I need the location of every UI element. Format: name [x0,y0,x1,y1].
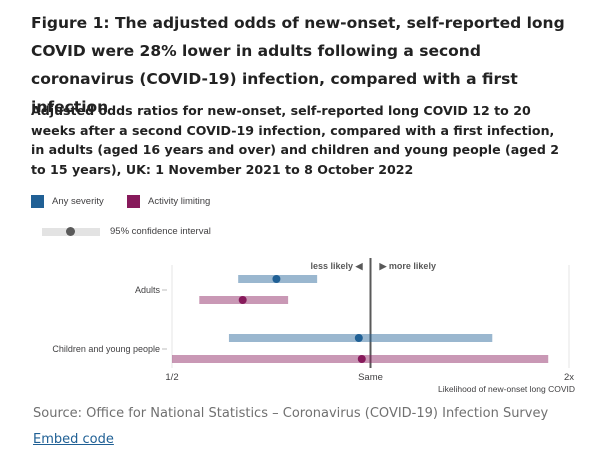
source-note: Source: Office for National Statistics –… [33,406,549,421]
chart-svg: 1/2 Same 2x Adults Children and young people… [52,258,575,394]
x-axis-label: Likelihood of new-onset long COVID [438,384,575,394]
category-label: Children and young people [52,344,160,354]
legend-activity-limiting: Activity limiting [127,195,210,208]
x-tick-label: 1/2 [165,372,178,383]
chart-marks [172,275,549,363]
legend-label-ci: 95% confidence interval [110,226,211,237]
estimate-dot [238,296,247,304]
legend-label-activity-limiting: Activity limiting [148,196,211,207]
annotation-more-likely: ▶ more likely [379,261,436,271]
ci-key-dot [66,226,75,236]
x-tick-label: 2x [564,372,574,383]
figure-subtitle: Adjusted odds ratios for new-onset, self… [31,103,559,177]
estimate-dot [272,275,281,283]
x-tick-label: Same [358,372,383,383]
estimate-dot [354,334,363,342]
legend-confidence-interval: 95% confidence interval [42,226,211,237]
legend-any-severity: Any severity [31,195,104,208]
chart-grid [162,258,570,368]
chart-labels: 1/2 Same 2x Adults Children and young people… [52,261,575,394]
category-label: Adults [135,285,161,295]
legend-swatch-activity-limiting [127,195,140,208]
legend-label-any-severity: Any severity [52,196,104,207]
legend-swatch-any-severity [31,195,44,208]
embed-code-link[interactable]: Embed code [33,432,114,447]
figure-title: Figure 1: The adjusted odds of new-onset… [31,14,565,116]
annotation-less-likely: less likely ◀ [311,261,364,271]
estimate-dot [357,355,366,363]
ci-key-bar [42,226,100,236]
